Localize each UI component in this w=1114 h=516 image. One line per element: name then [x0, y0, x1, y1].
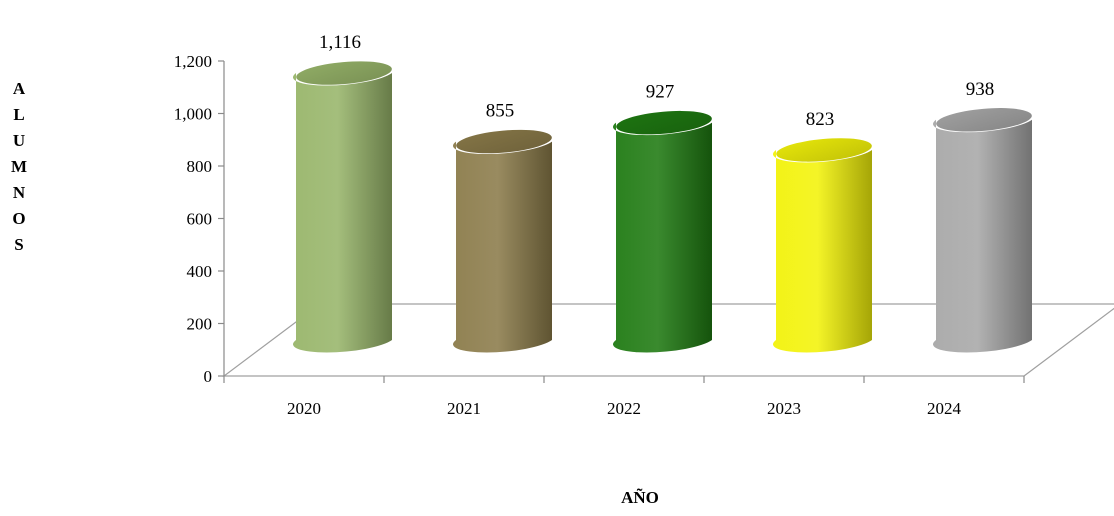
chart-floor — [222, 303, 1114, 377]
x-axis-title: AÑO — [621, 488, 659, 507]
x-tick-label: 2021 — [447, 399, 481, 418]
bar-body — [293, 73, 392, 353]
y-tick-label: 0 — [204, 367, 213, 386]
bar-top — [296, 61, 392, 85]
y-axis-title-letter: S — [14, 235, 23, 254]
bar-body — [773, 149, 872, 353]
bar-2020 — [293, 61, 392, 353]
y-axis-title-letter: U — [13, 131, 25, 150]
y-tick-label: 400 — [187, 262, 213, 281]
y-tick-label: 1,000 — [174, 105, 212, 124]
y-tick-labels: 0 200 400 600 800 1,000 1,200 — [174, 52, 212, 386]
bar-2024 — [933, 108, 1032, 353]
data-label: 1,116 — [319, 32, 361, 53]
bar-top — [616, 110, 712, 135]
data-label: 855 — [486, 101, 515, 122]
data-label: 927 — [646, 82, 675, 103]
bar-top — [456, 129, 552, 154]
y-tick-label: 200 — [187, 315, 213, 334]
y-tick-label: 600 — [187, 210, 213, 229]
bar-top — [776, 138, 872, 162]
bar-2023 — [773, 138, 872, 353]
data-label: 823 — [806, 109, 835, 130]
bar-body — [613, 122, 712, 353]
bar-body — [933, 119, 1032, 353]
x-axis: 2020 2021 2022 2023 2024 — [223, 376, 1025, 418]
data-labels: 1,116 855 927 823 938 — [319, 32, 994, 130]
data-label: 938 — [966, 79, 995, 100]
y-axis-title-letter: N — [13, 183, 26, 202]
floor-outline — [222, 303, 1114, 377]
y-axis-title-letter: M — [11, 157, 27, 176]
x-tick-label: 2023 — [767, 399, 801, 418]
y-tick-label: 800 — [187, 157, 213, 176]
bar-top — [936, 108, 1032, 132]
y-axis — [218, 60, 225, 377]
bar-2021 — [453, 129, 552, 353]
bars — [293, 61, 1032, 353]
y-axis-title-letter: L — [13, 105, 24, 124]
bar-2022 — [613, 110, 712, 353]
y-tick-label: 1,200 — [174, 52, 212, 71]
x-tick-label: 2024 — [927, 399, 962, 418]
x-tick-label: 2020 — [287, 399, 321, 418]
y-axis-title-letter: O — [12, 209, 25, 228]
x-tick-label: 2022 — [607, 399, 641, 418]
y-axis-title-letter: A — [13, 79, 26, 98]
bar-body — [453, 141, 552, 353]
